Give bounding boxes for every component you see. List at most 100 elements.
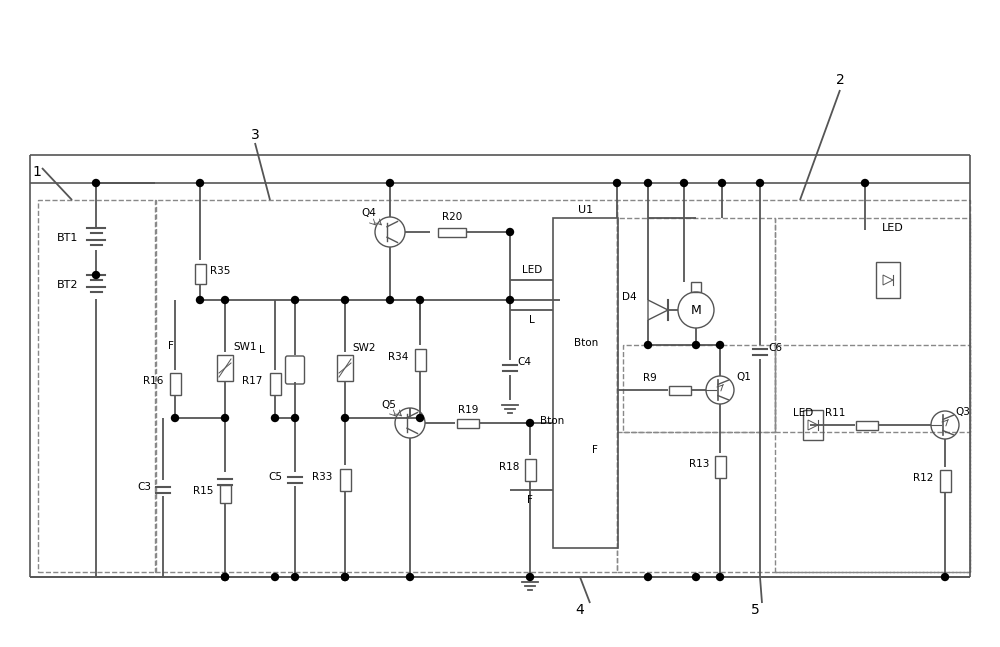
Circle shape: [716, 573, 724, 580]
Circle shape: [342, 296, 349, 303]
Bar: [217, 355, 233, 381]
Text: R13: R13: [689, 459, 709, 469]
Bar: [669, 386, 691, 395]
Text: SW2: SW2: [352, 343, 376, 353]
Text: L: L: [259, 345, 265, 355]
Circle shape: [406, 573, 414, 580]
Text: BT1: BT1: [57, 233, 78, 243]
Bar: [856, 421, 878, 430]
Circle shape: [507, 228, 514, 236]
Circle shape: [272, 573, 278, 580]
Circle shape: [92, 179, 100, 186]
Circle shape: [862, 179, 868, 186]
Text: SW1: SW1: [233, 342, 256, 352]
Bar: [457, 419, 479, 428]
Text: F: F: [168, 341, 174, 351]
Circle shape: [692, 573, 700, 580]
Text: Q1: Q1: [736, 372, 751, 382]
Bar: [270, 373, 280, 395]
Text: Q4: Q4: [361, 208, 376, 218]
Circle shape: [680, 179, 688, 186]
Circle shape: [292, 573, 298, 580]
Text: R12: R12: [913, 473, 933, 483]
Circle shape: [342, 415, 349, 421]
Text: R9: R9: [643, 373, 657, 383]
Text: 5: 5: [751, 603, 759, 617]
Circle shape: [222, 573, 228, 580]
Text: 4: 4: [576, 603, 584, 617]
Bar: [170, 373, 180, 395]
Circle shape: [692, 342, 700, 349]
Circle shape: [507, 296, 514, 303]
Text: F: F: [592, 445, 598, 455]
Bar: [775, 218, 970, 432]
Bar: [714, 456, 726, 478]
Text: R18: R18: [499, 462, 519, 472]
Circle shape: [716, 342, 724, 349]
Circle shape: [342, 573, 349, 580]
Text: Q3: Q3: [955, 407, 970, 417]
Circle shape: [222, 415, 228, 421]
Text: L: L: [529, 315, 535, 325]
Bar: [194, 264, 206, 284]
Text: Q5: Q5: [381, 400, 396, 410]
Text: R34: R34: [388, 352, 408, 362]
Circle shape: [292, 415, 298, 421]
Bar: [623, 345, 775, 432]
Text: Bton: Bton: [574, 338, 598, 348]
Text: R19: R19: [458, 405, 478, 415]
Bar: [415, 349, 426, 371]
Bar: [775, 345, 970, 572]
Text: Bton: Bton: [540, 416, 564, 426]
Text: C4: C4: [517, 357, 531, 367]
Bar: [553, 218, 618, 548]
Text: LED: LED: [882, 223, 904, 233]
Circle shape: [614, 179, 620, 186]
Bar: [340, 469, 351, 491]
Circle shape: [172, 415, 178, 421]
Circle shape: [416, 296, 424, 303]
Circle shape: [526, 419, 534, 426]
Text: C3: C3: [137, 482, 151, 492]
Bar: [940, 470, 950, 492]
Circle shape: [718, 179, 726, 186]
Circle shape: [942, 573, 948, 580]
Text: F: F: [527, 495, 533, 505]
Text: 1: 1: [32, 165, 41, 179]
Circle shape: [386, 296, 394, 303]
Text: 3: 3: [251, 128, 259, 142]
Text: U1: U1: [578, 205, 593, 215]
Circle shape: [196, 296, 204, 303]
Text: R33: R33: [312, 472, 332, 482]
Circle shape: [196, 179, 204, 186]
Circle shape: [342, 573, 349, 580]
Bar: [803, 410, 823, 440]
Text: D4: D4: [622, 292, 637, 302]
Text: C6: C6: [768, 343, 782, 353]
Text: C5: C5: [268, 472, 282, 482]
Text: R35: R35: [210, 266, 230, 276]
Circle shape: [222, 573, 228, 580]
Text: 2: 2: [836, 73, 844, 87]
Text: R11: R11: [825, 408, 845, 418]
Text: BT2: BT2: [56, 280, 78, 290]
Circle shape: [644, 573, 652, 580]
Text: R17: R17: [242, 376, 262, 386]
Text: R20: R20: [442, 212, 462, 222]
Circle shape: [416, 415, 424, 421]
Text: LED: LED: [522, 265, 542, 275]
Bar: [438, 228, 466, 237]
Bar: [337, 355, 353, 381]
Bar: [617, 218, 775, 432]
Circle shape: [386, 179, 394, 186]
Circle shape: [292, 296, 298, 303]
Text: R16: R16: [143, 376, 163, 386]
Bar: [691, 282, 701, 292]
Text: LED: LED: [793, 408, 813, 418]
Circle shape: [644, 342, 652, 349]
Bar: [524, 459, 536, 481]
Text: R15: R15: [193, 486, 213, 496]
Text: M: M: [691, 303, 701, 316]
Circle shape: [526, 573, 534, 580]
Bar: [38, 200, 156, 572]
